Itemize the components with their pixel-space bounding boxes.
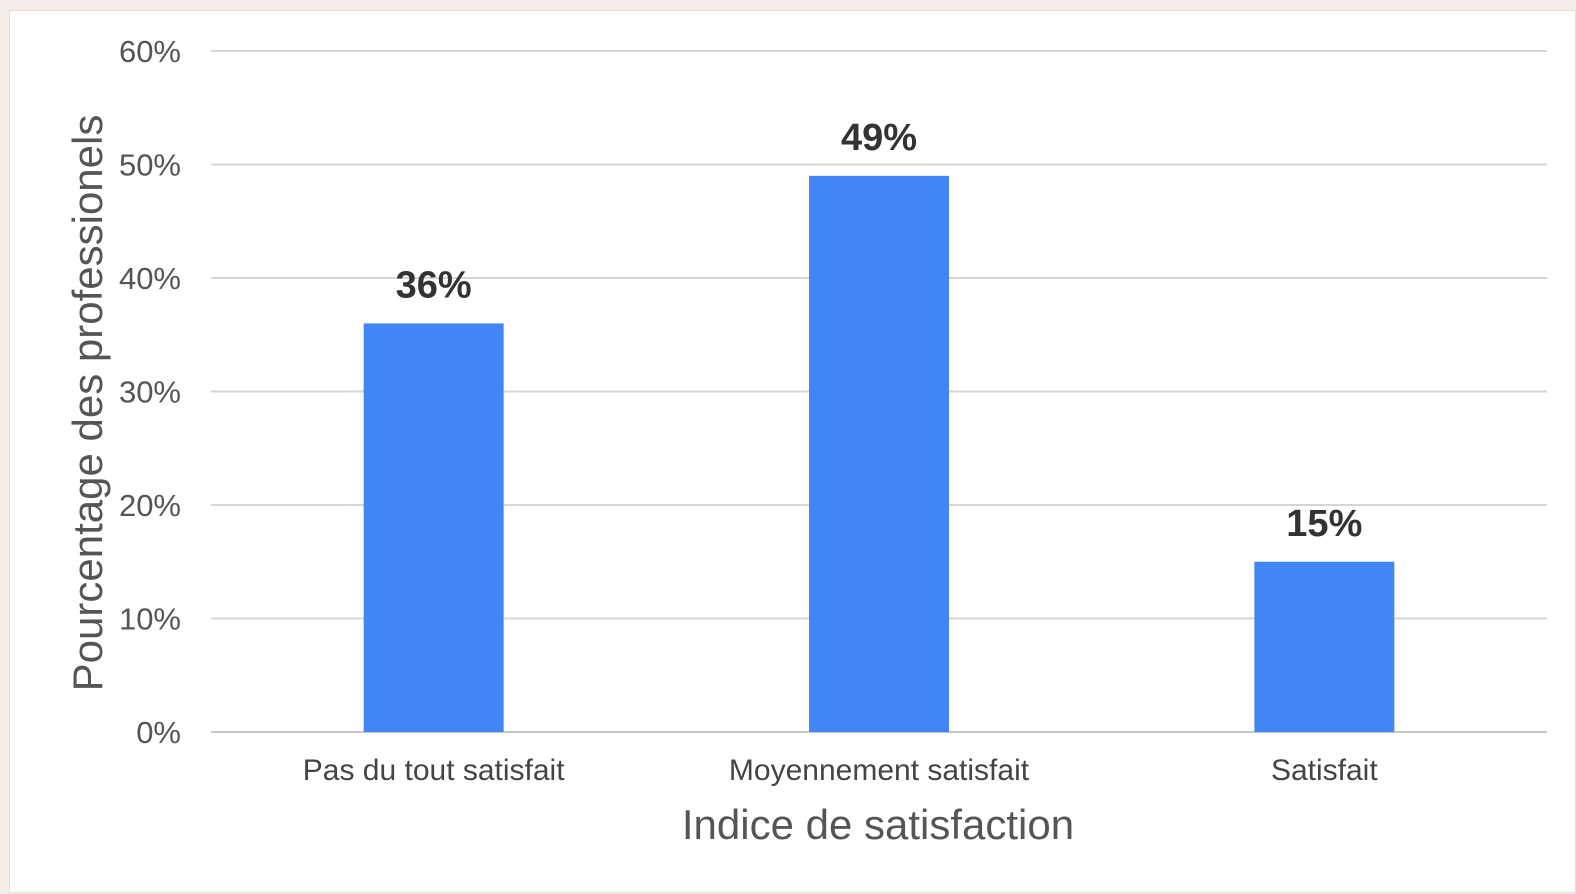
bar-value-labels: 36% 49% 15% <box>396 117 1363 545</box>
bar-2 <box>809 175 949 733</box>
x-tick-label: Moyennement satisfait <box>729 754 1030 787</box>
y-tick-label: 60% <box>119 34 181 69</box>
chart-card: 0% 10% 20% 30% 40% 50% 60% 36% 49% 15% Pas du to… <box>9 10 1576 893</box>
y-tick-label: 50% <box>119 148 181 183</box>
y-axis-title: Pourcentage des professionels <box>64 115 111 692</box>
bar-value-label: 36% <box>396 264 472 306</box>
x-axis-ticks: Pas du tout satisfait Moyennement satisfa… <box>303 754 1379 787</box>
bar-value-label: 15% <box>1286 503 1362 545</box>
bar-chart: 0% 10% 20% 30% 40% 50% 60% 36% 49% 15% Pas du to… <box>64 34 1547 848</box>
bars <box>363 175 1395 733</box>
x-tick-label: Pas du tout satisfait <box>303 754 565 787</box>
x-axis-title: Indice de satisfaction <box>682 801 1074 848</box>
bar-value-label: 49% <box>841 117 917 159</box>
y-tick-label: 0% <box>136 715 181 750</box>
bar-1 <box>363 323 504 732</box>
x-tick-label: Satisfait <box>1271 754 1378 787</box>
y-tick-label: 20% <box>119 488 181 523</box>
bar-3 <box>1254 561 1395 732</box>
y-tick-label: 10% <box>119 602 181 637</box>
y-tick-label: 30% <box>119 375 181 410</box>
y-tick-label: 40% <box>119 261 181 296</box>
y-axis-ticks: 0% 10% 20% 30% 40% 50% 60% <box>119 34 181 750</box>
